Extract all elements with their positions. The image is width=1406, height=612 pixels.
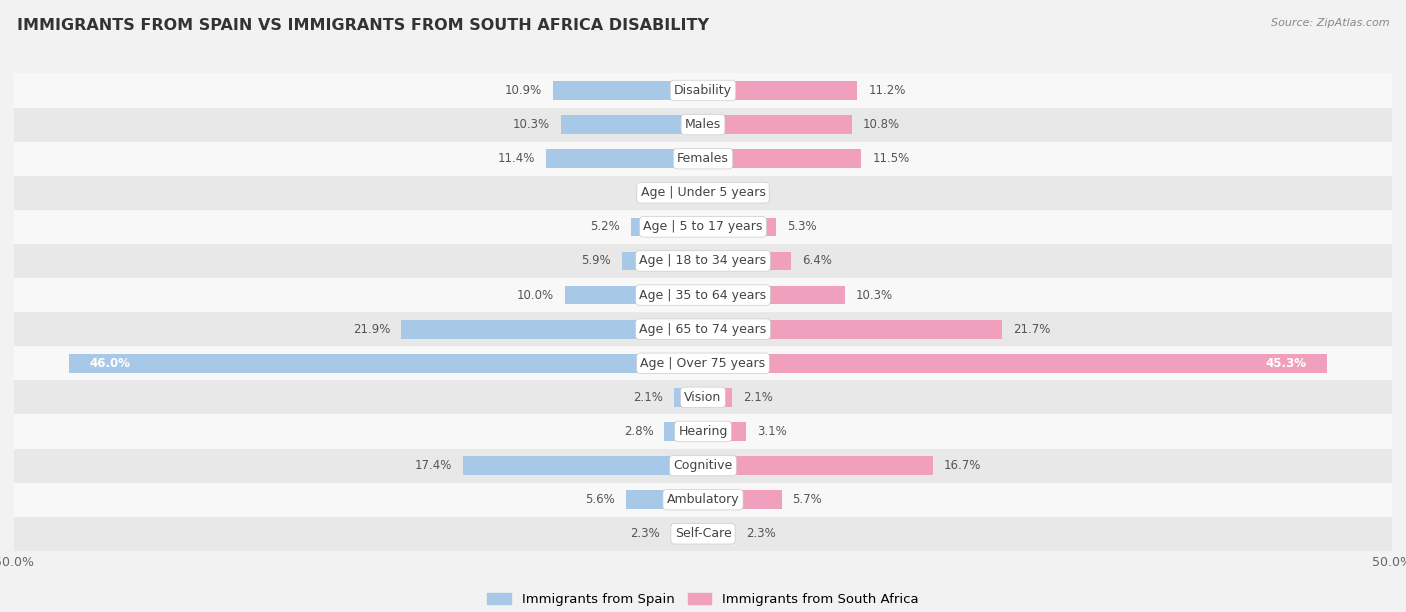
Text: 1.2%: 1.2% [731,186,761,200]
Bar [14,210,1392,244]
Text: 2.3%: 2.3% [745,528,776,540]
Text: 10.9%: 10.9% [505,84,541,97]
Text: Age | 65 to 74 years: Age | 65 to 74 years [640,323,766,335]
Bar [703,354,1327,373]
Bar [14,346,1392,380]
Text: Age | 5 to 17 years: Age | 5 to 17 years [644,220,762,233]
Text: Age | Over 75 years: Age | Over 75 years [641,357,765,370]
Bar [703,320,1002,338]
Text: 11.4%: 11.4% [498,152,534,165]
Text: 5.3%: 5.3% [787,220,817,233]
Bar [401,320,703,338]
Bar [14,517,1392,551]
Text: 2.1%: 2.1% [633,391,664,404]
Bar [553,81,703,100]
Text: Females: Females [678,152,728,165]
Text: 10.8%: 10.8% [863,118,900,131]
Bar [14,108,1392,141]
Bar [703,388,733,407]
Text: 10.0%: 10.0% [517,289,554,302]
Text: 5.9%: 5.9% [581,255,610,267]
Text: 2.8%: 2.8% [624,425,654,438]
Bar [703,456,934,475]
Bar [69,354,703,373]
Text: 11.5%: 11.5% [873,152,910,165]
Bar [14,483,1392,517]
Bar [14,176,1392,210]
Text: Vision: Vision [685,391,721,404]
Text: 6.4%: 6.4% [803,255,832,267]
Text: IMMIGRANTS FROM SPAIN VS IMMIGRANTS FROM SOUTH AFRICA DISABILITY: IMMIGRANTS FROM SPAIN VS IMMIGRANTS FROM… [17,18,709,34]
Text: 21.9%: 21.9% [353,323,391,335]
Bar [665,422,703,441]
Legend: Immigrants from Spain, Immigrants from South Africa: Immigrants from Spain, Immigrants from S… [488,593,918,606]
Text: 21.7%: 21.7% [1012,323,1050,335]
Bar [673,388,703,407]
Text: 5.7%: 5.7% [793,493,823,506]
Bar [703,490,782,509]
Text: 1.2%: 1.2% [645,186,675,200]
Text: Ambulatory: Ambulatory [666,493,740,506]
Text: 2.3%: 2.3% [630,528,661,540]
Bar [703,184,720,202]
Bar [14,73,1392,108]
Bar [631,217,703,236]
Bar [686,184,703,202]
Text: 11.2%: 11.2% [869,84,905,97]
Text: Hearing: Hearing [678,425,728,438]
Bar [14,244,1392,278]
Text: Males: Males [685,118,721,131]
Bar [621,252,703,271]
Bar [546,149,703,168]
Bar [14,278,1392,312]
Bar [703,149,862,168]
Text: 2.1%: 2.1% [742,391,773,404]
Bar [703,115,852,134]
Text: Disability: Disability [673,84,733,97]
Text: Age | 18 to 34 years: Age | 18 to 34 years [640,255,766,267]
Bar [703,422,745,441]
Text: 10.3%: 10.3% [513,118,550,131]
Bar [565,286,703,304]
Text: 3.1%: 3.1% [756,425,786,438]
Text: 16.7%: 16.7% [945,459,981,472]
Bar [703,217,776,236]
Bar [703,286,845,304]
Bar [626,490,703,509]
Text: 5.2%: 5.2% [591,220,620,233]
Bar [703,524,735,543]
Text: 46.0%: 46.0% [90,357,131,370]
Bar [463,456,703,475]
Text: Age | 35 to 64 years: Age | 35 to 64 years [640,289,766,302]
Bar [703,252,792,271]
Text: 17.4%: 17.4% [415,459,453,472]
Bar [14,312,1392,346]
Text: 45.3%: 45.3% [1265,357,1306,370]
Bar [703,81,858,100]
Bar [14,141,1392,176]
Bar [14,449,1392,483]
Text: Source: ZipAtlas.com: Source: ZipAtlas.com [1271,18,1389,28]
Bar [14,414,1392,449]
Text: Self-Care: Self-Care [675,528,731,540]
Text: Age | Under 5 years: Age | Under 5 years [641,186,765,200]
Text: 10.3%: 10.3% [856,289,893,302]
Bar [561,115,703,134]
Text: Cognitive: Cognitive [673,459,733,472]
Bar [671,524,703,543]
Text: 5.6%: 5.6% [585,493,614,506]
Bar [14,380,1392,414]
